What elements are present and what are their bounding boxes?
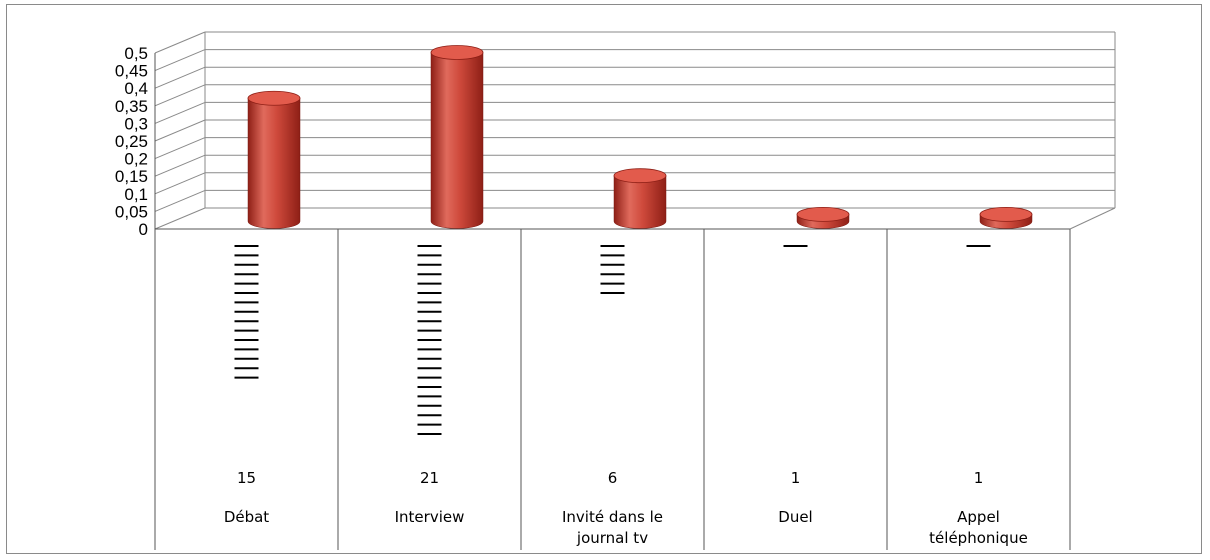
y-tick-label: 0,45 bbox=[115, 62, 148, 81]
y-tick-label: 0,35 bbox=[115, 97, 148, 116]
bar bbox=[613, 168, 667, 229]
gridline-side bbox=[154, 31, 206, 54]
category-label: Interview bbox=[395, 508, 465, 526]
y-tick-label: 0,4 bbox=[124, 79, 148, 98]
y-tick-label: 0,3 bbox=[124, 114, 148, 133]
y-tick-label: 0,2 bbox=[124, 150, 148, 169]
bar-top bbox=[613, 168, 667, 184]
gridline-side bbox=[154, 49, 206, 72]
gridline-side bbox=[154, 119, 206, 142]
bar bbox=[247, 90, 301, 229]
y-tick-label: 0,1 bbox=[124, 185, 148, 204]
bar-top bbox=[247, 90, 301, 106]
bar bbox=[979, 207, 1033, 229]
category-label: Appel bbox=[957, 508, 1000, 526]
bar-body bbox=[613, 175, 667, 229]
category-label: téléphonique bbox=[929, 529, 1028, 547]
y-tick-label: 0,05 bbox=[115, 202, 148, 221]
category-label: Duel bbox=[778, 508, 812, 526]
count-label: 1 bbox=[791, 469, 801, 487]
category-label: journal tv bbox=[576, 529, 648, 547]
count-label: 6 bbox=[608, 469, 618, 487]
category-label: Débat bbox=[224, 508, 269, 526]
y-tick-label: 0,15 bbox=[115, 167, 148, 186]
gridline-side bbox=[154, 207, 206, 230]
gridline-side bbox=[154, 154, 206, 177]
y-tick-label: 0,25 bbox=[115, 132, 148, 151]
gridline-side bbox=[154, 84, 206, 107]
bar bbox=[796, 207, 850, 229]
y-tick-label: 0 bbox=[139, 220, 148, 239]
bar-body bbox=[430, 52, 484, 229]
bar-body bbox=[247, 98, 301, 229]
y-tick-label: 0,5 bbox=[124, 44, 148, 63]
bar-top bbox=[430, 45, 484, 60]
gridline-side bbox=[154, 189, 206, 212]
bar-top bbox=[796, 207, 850, 222]
gridline-side bbox=[154, 137, 206, 160]
floor-edge bbox=[1069, 207, 1116, 230]
gridline-side bbox=[154, 101, 206, 124]
gridline-side bbox=[154, 172, 206, 195]
count-label: 15 bbox=[237, 469, 256, 487]
bar bbox=[430, 45, 484, 229]
count-label: 21 bbox=[420, 469, 439, 487]
count-label: 1 bbox=[974, 469, 984, 487]
category-label: Invité dans le bbox=[562, 508, 663, 526]
gridline-side bbox=[154, 66, 206, 89]
bar-top bbox=[979, 207, 1033, 222]
